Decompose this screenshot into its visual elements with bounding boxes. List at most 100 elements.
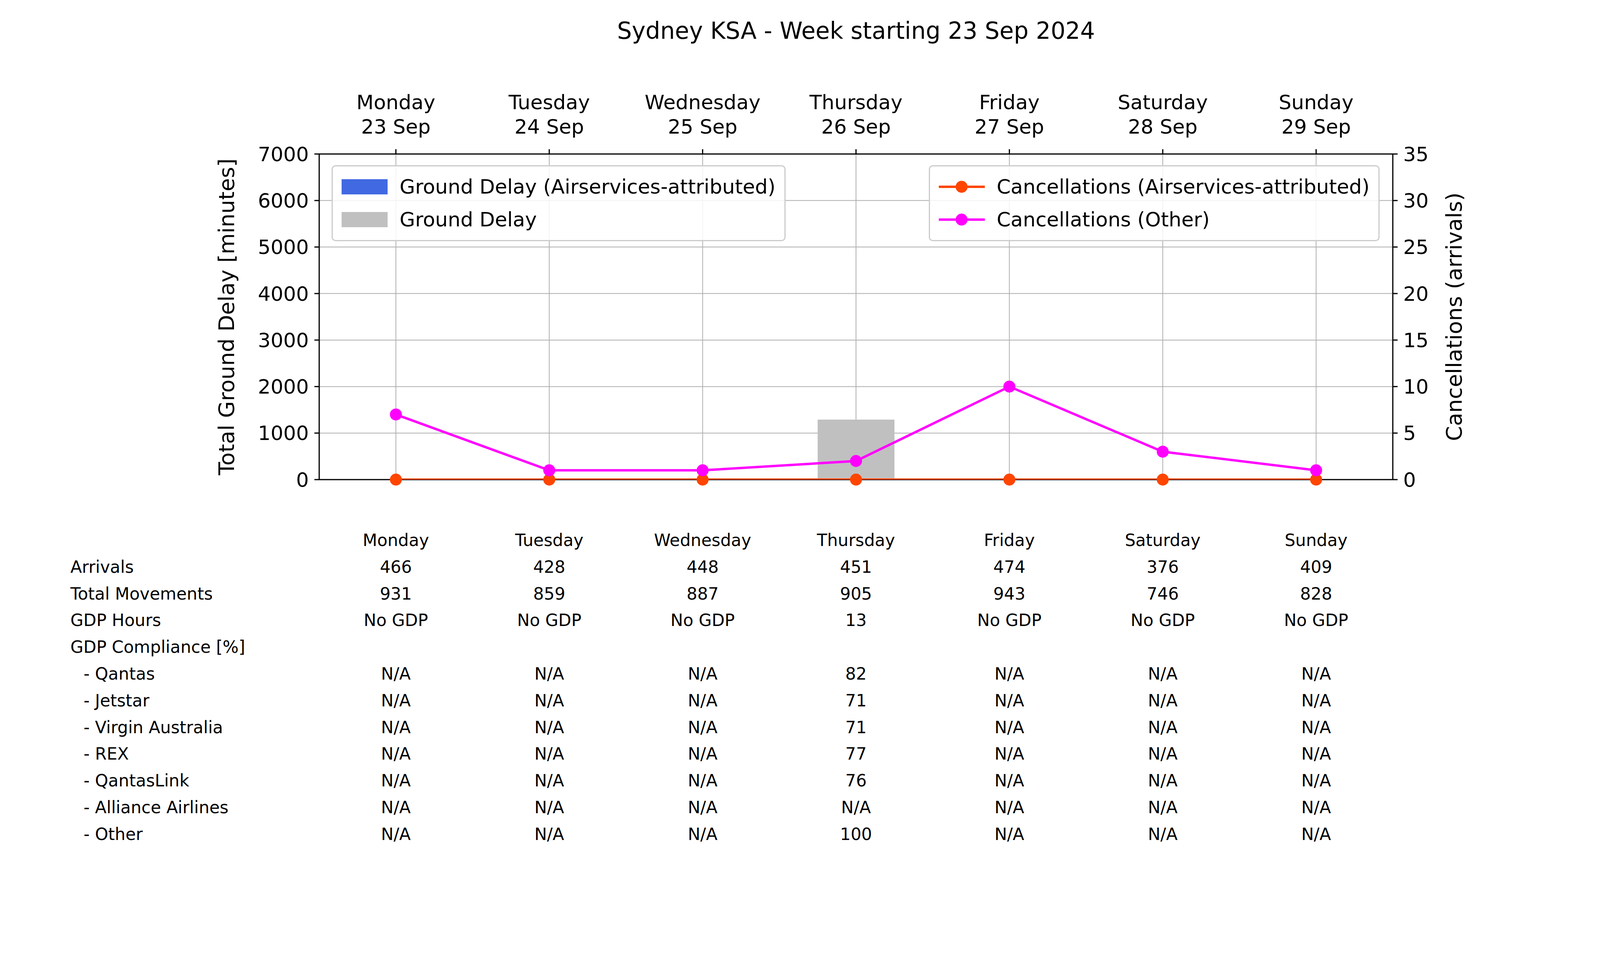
svg-text:N/A: N/A — [994, 824, 1025, 844]
svg-text:N/A: N/A — [534, 664, 565, 684]
svg-text:409: 409 — [1300, 557, 1332, 577]
svg-text:N/A: N/A — [1301, 744, 1332, 764]
svg-text:No GDP: No GDP — [517, 610, 582, 630]
svg-text:No GDP: No GDP — [670, 610, 735, 630]
svg-text:N/A: N/A — [687, 797, 718, 818]
svg-text:N/A: N/A — [841, 797, 872, 818]
svg-text:887: 887 — [686, 584, 719, 604]
svg-text:N/A: N/A — [1148, 744, 1178, 764]
svg-text:N/A: N/A — [687, 690, 718, 711]
svg-text:Saturday28 Sep: Saturday28 Sep — [1117, 90, 1208, 139]
svg-text:N/A: N/A — [534, 797, 565, 818]
svg-text:N/A: N/A — [1148, 690, 1178, 711]
svg-text:N/A: N/A — [534, 824, 565, 844]
svg-text:Tuesday: Tuesday — [514, 530, 584, 550]
svg-text:Wednesday25 Sep: Wednesday25 Sep — [644, 90, 761, 139]
svg-text:5: 5 — [1403, 421, 1416, 445]
svg-text:N/A: N/A — [994, 744, 1025, 764]
svg-text:N/A: N/A — [1148, 797, 1178, 818]
svg-text:N/A: N/A — [381, 770, 412, 791]
svg-text:N/A: N/A — [1148, 770, 1178, 791]
svg-text:828: 828 — [1300, 584, 1332, 604]
svg-text:N/A: N/A — [994, 717, 1025, 738]
svg-text:7000: 7000 — [258, 142, 309, 166]
svg-text:Thursday: Thursday — [816, 530, 895, 550]
svg-text:35: 35 — [1403, 142, 1429, 166]
svg-text:5000: 5000 — [258, 235, 309, 259]
svg-text:448: 448 — [686, 557, 719, 577]
svg-text:428: 428 — [533, 557, 566, 577]
svg-text:466: 466 — [380, 557, 412, 577]
svg-text:N/A: N/A — [994, 664, 1025, 684]
svg-text:N/A: N/A — [1301, 770, 1332, 791]
svg-text:Monday: Monday — [362, 530, 430, 550]
svg-text:N/A: N/A — [381, 690, 412, 711]
svg-text:N/A: N/A — [381, 664, 412, 684]
svg-text:451: 451 — [840, 557, 872, 577]
svg-text:Friday: Friday — [984, 530, 1035, 550]
svg-text:No GDP: No GDP — [363, 610, 428, 630]
svg-text:N/A: N/A — [687, 717, 718, 738]
svg-text:943: 943 — [993, 584, 1026, 604]
svg-text:N/A: N/A — [1301, 664, 1332, 684]
svg-text:N/A: N/A — [687, 824, 718, 844]
svg-text:931: 931 — [380, 584, 412, 604]
svg-text:859: 859 — [533, 584, 566, 604]
svg-text:2000: 2000 — [258, 375, 309, 399]
svg-text:N/A: N/A — [1301, 824, 1332, 844]
svg-text:N/A: N/A — [381, 717, 412, 738]
svg-text:71: 71 — [845, 690, 867, 711]
svg-text:- Alliance Airlines: - Alliance Airlines — [83, 797, 229, 818]
svg-text:100: 100 — [840, 824, 872, 844]
svg-text:30: 30 — [1403, 189, 1429, 213]
svg-text:No GDP: No GDP — [1284, 610, 1349, 630]
svg-text:N/A: N/A — [381, 744, 412, 764]
svg-text:0: 0 — [1403, 468, 1416, 492]
svg-text:N/A: N/A — [1301, 690, 1332, 711]
svg-text:N/A: N/A — [1301, 717, 1332, 738]
svg-text:Tuesday24 Sep: Tuesday24 Sep — [508, 90, 590, 139]
svg-text:Total Movements: Total Movements — [70, 584, 213, 604]
svg-text:GDP Compliance [%]: GDP Compliance [%] — [70, 637, 246, 657]
svg-text:474: 474 — [993, 557, 1026, 577]
svg-text:Friday27 Sep: Friday27 Sep — [974, 90, 1045, 139]
svg-text:20: 20 — [1403, 282, 1429, 306]
svg-text:N/A: N/A — [534, 744, 565, 764]
svg-text:Thursday26 Sep: Thursday26 Sep — [809, 90, 903, 139]
svg-text:13: 13 — [845, 610, 867, 630]
svg-text:N/A: N/A — [1148, 664, 1178, 684]
svg-text:82: 82 — [845, 664, 867, 684]
svg-text:N/A: N/A — [1148, 824, 1178, 844]
svg-text:N/A: N/A — [994, 770, 1025, 791]
svg-text:77: 77 — [845, 744, 867, 764]
svg-text:Sydney KSA - Week starting 23: Sydney KSA - Week starting 23 Sep 2024 — [617, 17, 1096, 45]
svg-text:71: 71 — [845, 717, 867, 738]
svg-text:Sunday: Sunday — [1284, 530, 1348, 550]
svg-text:No GDP: No GDP — [1130, 610, 1196, 630]
svg-text:6000: 6000 — [258, 189, 309, 213]
svg-text:4000: 4000 — [258, 282, 309, 306]
svg-text:N/A: N/A — [1148, 717, 1178, 738]
svg-text:No GDP: No GDP — [977, 610, 1042, 630]
svg-text:10: 10 — [1403, 375, 1429, 399]
svg-text:15: 15 — [1403, 328, 1429, 352]
svg-text:N/A: N/A — [534, 770, 565, 791]
svg-text:N/A: N/A — [687, 770, 718, 791]
svg-text:N/A: N/A — [381, 824, 412, 844]
svg-text:Cancellations (arrivals): Cancellations (arrivals) — [1441, 192, 1467, 442]
svg-text:376: 376 — [1146, 557, 1179, 577]
svg-text:N/A: N/A — [994, 797, 1025, 818]
svg-text:N/A: N/A — [534, 717, 565, 738]
svg-text:905: 905 — [840, 584, 872, 604]
svg-text:- Virgin Australia: - Virgin Australia — [83, 717, 224, 738]
svg-text:25: 25 — [1403, 235, 1429, 259]
svg-text:N/A: N/A — [381, 797, 412, 818]
svg-text:Sunday29 Sep: Sunday29 Sep — [1278, 90, 1354, 139]
svg-text:3000: 3000 — [258, 328, 309, 352]
svg-text:N/A: N/A — [994, 690, 1025, 711]
svg-text:1000: 1000 — [258, 421, 309, 445]
svg-text:N/A: N/A — [534, 690, 565, 711]
svg-text:- Qantas: - Qantas — [83, 664, 155, 684]
svg-text:N/A: N/A — [687, 664, 718, 684]
svg-text:746: 746 — [1146, 584, 1179, 604]
